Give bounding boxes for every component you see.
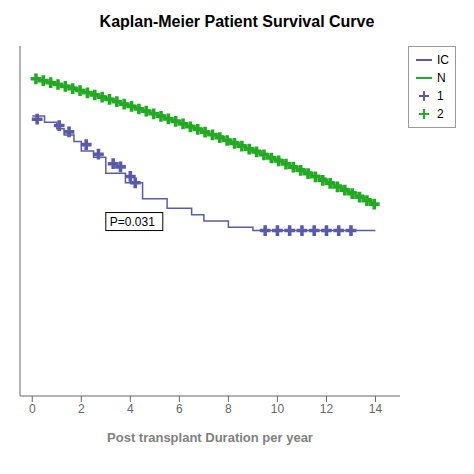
html-text:1: 1 [437,89,444,103]
svg-text:0: 0 [29,402,36,416]
svg-text:12: 12 [320,402,334,416]
svg-text:10: 10 [271,402,285,416]
html-text:2: 2 [437,107,444,121]
html-text:N: N [437,71,446,85]
svg-text:2: 2 [78,402,85,416]
svg-text:Post transplant Duration per y: Post transplant Duration per year [107,430,313,445]
html-text:IC: IC [437,53,449,67]
svg-text:14: 14 [369,402,383,416]
svg-text:P=0.031: P=0.031 [110,215,155,229]
svg-text:4: 4 [127,402,134,416]
html-text:Kaplan-Meier Patient Survival: Kaplan-Meier Patient Survival Curve [99,13,375,30]
svg-text:8: 8 [225,402,232,416]
svg-text:6: 6 [176,402,183,416]
